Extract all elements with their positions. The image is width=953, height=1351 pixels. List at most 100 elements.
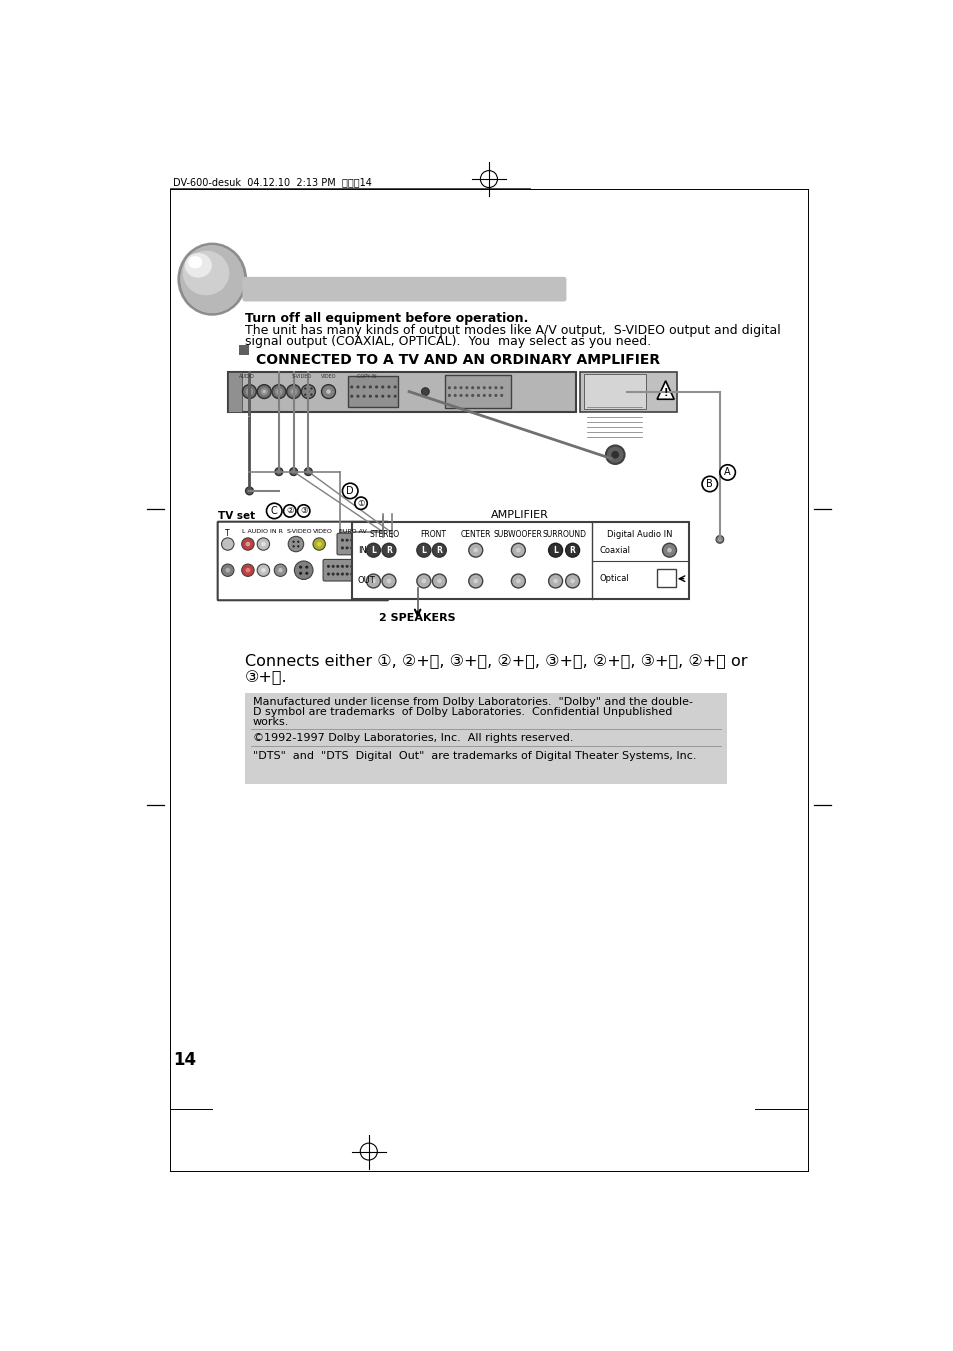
Circle shape [378, 538, 386, 544]
Circle shape [294, 561, 313, 580]
FancyBboxPatch shape [657, 569, 675, 588]
Circle shape [277, 390, 280, 393]
Circle shape [288, 536, 303, 551]
Text: ②: ② [286, 507, 294, 516]
Circle shape [335, 573, 339, 576]
Circle shape [553, 578, 558, 584]
Circle shape [468, 574, 482, 588]
Text: S-VIDEO: S-VIDEO [286, 528, 312, 534]
Circle shape [454, 394, 456, 397]
FancyBboxPatch shape [228, 372, 576, 412]
Circle shape [548, 574, 562, 588]
Circle shape [476, 394, 479, 397]
Circle shape [454, 386, 456, 389]
Circle shape [342, 484, 357, 499]
Text: ③: ③ [299, 507, 307, 516]
Circle shape [387, 385, 390, 389]
Text: STEREO: STEREO [369, 530, 399, 539]
Circle shape [494, 394, 497, 397]
Circle shape [511, 574, 525, 588]
Circle shape [350, 394, 353, 397]
Circle shape [260, 388, 268, 396]
Text: TV set: TV set [218, 511, 255, 521]
Circle shape [369, 385, 372, 389]
Text: AMPLIFIER: AMPLIFIER [491, 511, 548, 520]
Circle shape [362, 394, 365, 397]
Circle shape [488, 386, 491, 389]
Circle shape [335, 565, 339, 567]
Text: L: L [553, 546, 558, 555]
Circle shape [473, 578, 477, 584]
Circle shape [362, 385, 365, 389]
Circle shape [465, 386, 468, 389]
Circle shape [359, 573, 362, 576]
Circle shape [459, 394, 462, 397]
Circle shape [355, 546, 357, 550]
Circle shape [248, 489, 251, 493]
Circle shape [262, 390, 266, 393]
Circle shape [375, 394, 377, 397]
Circle shape [304, 393, 306, 396]
Circle shape [345, 565, 348, 567]
Circle shape [296, 546, 299, 547]
Circle shape [316, 542, 321, 546]
Circle shape [701, 477, 717, 492]
Circle shape [350, 546, 353, 550]
FancyBboxPatch shape [348, 376, 397, 407]
Circle shape [471, 386, 474, 389]
Circle shape [394, 394, 396, 397]
Circle shape [381, 543, 395, 557]
Ellipse shape [185, 253, 212, 277]
Circle shape [350, 539, 353, 542]
Text: FRONT: FRONT [419, 530, 446, 539]
Circle shape [326, 389, 331, 394]
Circle shape [310, 388, 313, 389]
Circle shape [245, 542, 250, 546]
Text: SURROUND: SURROUND [542, 530, 586, 539]
Circle shape [345, 546, 348, 550]
Circle shape [565, 543, 579, 557]
Text: COPY IN: COPY IN [357, 374, 376, 378]
Text: "DTS"  and  "DTS  Digital  Out"  are trademarks of Digital Theater Systems, Inc.: "DTS" and "DTS Digital Out" are trademar… [253, 751, 696, 761]
Circle shape [471, 394, 474, 397]
Circle shape [277, 470, 280, 473]
Text: EURO AV: EURO AV [338, 528, 366, 534]
Text: OPTICAL: OPTICAL [230, 413, 251, 419]
FancyBboxPatch shape [352, 523, 688, 600]
Text: Turn off all equipment before operation.: Turn off all equipment before operation. [245, 312, 528, 326]
Circle shape [241, 565, 253, 577]
Circle shape [345, 573, 348, 576]
Circle shape [290, 467, 297, 476]
Ellipse shape [177, 243, 247, 316]
Circle shape [468, 543, 482, 557]
Circle shape [304, 388, 306, 389]
Circle shape [340, 573, 344, 576]
Circle shape [225, 567, 230, 573]
Text: OUT: OUT [357, 577, 375, 585]
Circle shape [388, 538, 395, 544]
Circle shape [381, 539, 384, 543]
Text: VIDEO: VIDEO [320, 374, 335, 378]
Circle shape [298, 571, 302, 574]
Circle shape [364, 573, 367, 576]
Circle shape [245, 488, 253, 494]
Circle shape [459, 386, 462, 389]
Circle shape [494, 386, 497, 389]
Text: A: A [723, 467, 730, 477]
Circle shape [297, 505, 310, 517]
Polygon shape [657, 381, 674, 400]
Circle shape [355, 565, 357, 567]
Circle shape [350, 385, 353, 389]
Ellipse shape [179, 245, 245, 313]
Circle shape [257, 385, 271, 399]
Ellipse shape [183, 251, 229, 296]
Circle shape [375, 385, 377, 389]
Circle shape [266, 503, 282, 519]
Text: DV-600-desuk  04.12.10  2:13 PM  페이지14: DV-600-desuk 04.12.10 2:13 PM 페이지14 [173, 177, 372, 188]
Text: T: T [224, 528, 229, 538]
Text: IN: IN [357, 546, 367, 555]
Text: Coaxial: Coaxial [599, 546, 630, 555]
Circle shape [290, 388, 297, 396]
Circle shape [371, 578, 375, 584]
Text: Connects either ①, ②+Ⓐ, ③+Ⓐ, ②+Ⓑ, ③+Ⓑ, ②+Ⓒ, ③+Ⓒ, ②+Ⓓ or: Connects either ①, ②+Ⓐ, ③+Ⓐ, ②+Ⓑ, ③+Ⓑ, ②… [245, 654, 746, 669]
